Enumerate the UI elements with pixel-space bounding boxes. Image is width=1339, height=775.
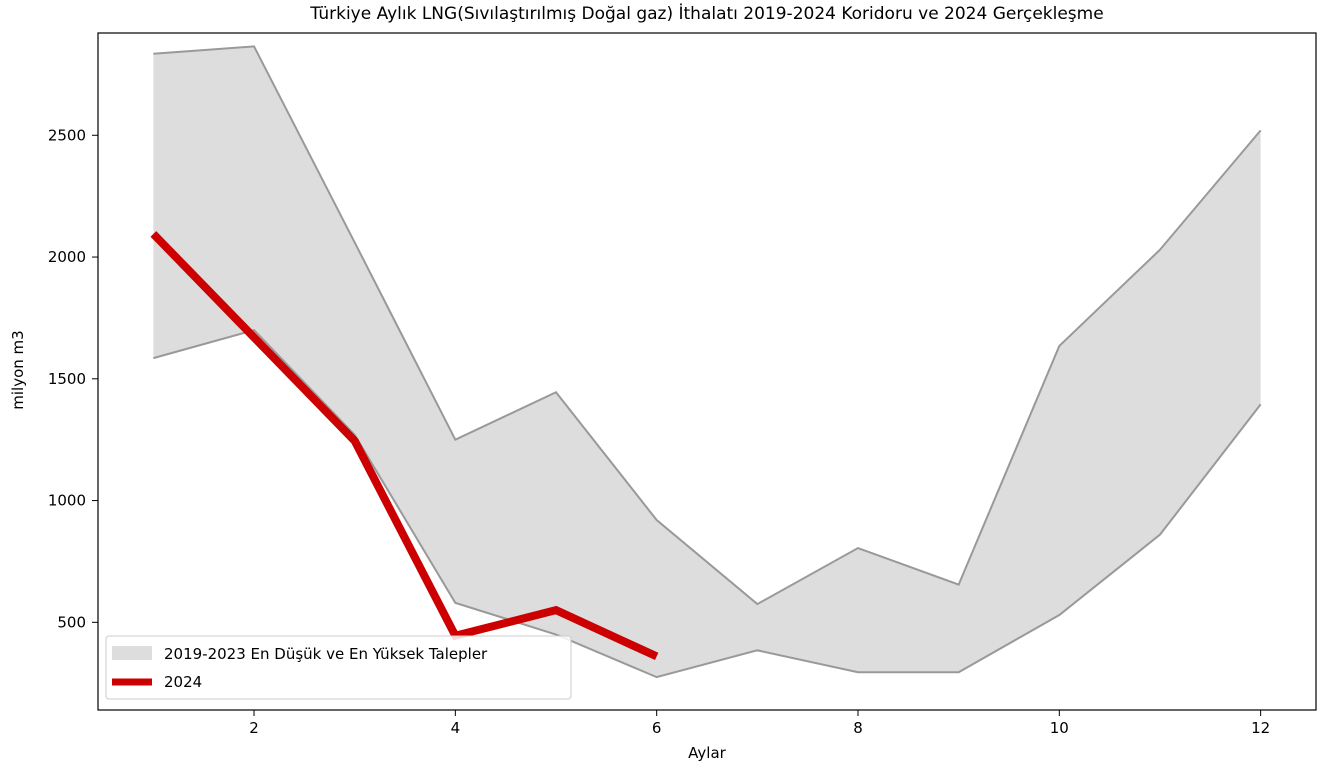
chart-title: Türkiye Aylık LNG(Sıvılaştırılmış Doğal … [310,4,1104,24]
legend: 2019-2023 En Düşük ve En Yüksek Talepler… [105,635,572,700]
band-upper-line [153,45,1262,606]
x-tick-label: 6 [652,719,662,737]
legend-swatch-band [112,646,152,660]
y-tick-label: 500 [57,613,86,631]
x-tick-label: 8 [853,719,863,737]
x-tick-label: 12 [1251,719,1270,737]
legend-label-2024: 2024 [164,673,202,691]
y-tick-label: 1500 [48,370,86,388]
x-tick-label: 2 [249,719,259,737]
legend-box [105,635,572,700]
series-line-0 [150,231,659,661]
y-tick-label: 2500 [48,126,86,144]
y-tick-label: 1000 [48,492,86,510]
band-lower-line [153,328,1262,679]
y-tick-label: 2000 [48,248,86,266]
plot-frame [97,32,1317,711]
x-axis-label: Aylar [688,744,726,762]
y-axis-label: milyon m3 [9,330,27,410]
band-area [153,46,1261,678]
legend-label-band: 2019-2023 En Düşük ve En Yüksek Talepler [164,645,488,663]
x-tick-label: 4 [451,719,461,737]
x-tick-label: 10 [1050,719,1069,737]
